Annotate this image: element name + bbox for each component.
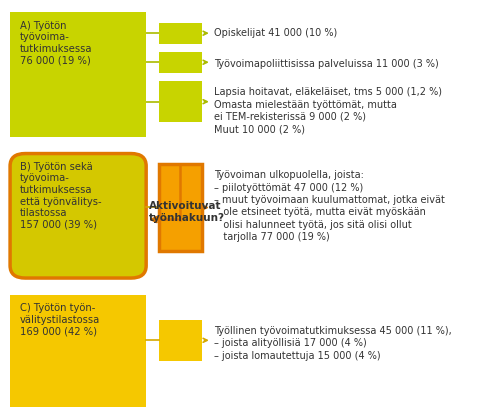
FancyBboxPatch shape bbox=[159, 81, 202, 122]
FancyBboxPatch shape bbox=[159, 23, 202, 44]
FancyBboxPatch shape bbox=[10, 12, 146, 137]
Text: Aktivoituvat
työnhakuun?: Aktivoituvat työnhakuun? bbox=[149, 201, 225, 223]
FancyBboxPatch shape bbox=[10, 295, 146, 407]
Text: Työvoiman ulkopuolella, joista:
– piilotyöttömät 47 000 (12 %)
– muut työvoimaan: Työvoiman ulkopuolella, joista: – piilot… bbox=[214, 170, 445, 242]
Text: Työvoimapoliittisissa palveluissa 11 000 (3 %): Työvoimapoliittisissa palveluissa 11 000… bbox=[214, 59, 439, 69]
FancyBboxPatch shape bbox=[10, 154, 146, 278]
FancyBboxPatch shape bbox=[159, 52, 202, 73]
FancyBboxPatch shape bbox=[159, 164, 202, 251]
Text: A) Työtön
työvoima-
tutkimuksessa
76 000 (19 %): A) Työtön työvoima- tutkimuksessa 76 000… bbox=[20, 21, 93, 66]
Text: Lapsia hoitavat, eläkeläiset, tms 5 000 (1,2 %)
Omasta mielestään työttömät, mut: Lapsia hoitavat, eläkeläiset, tms 5 000 … bbox=[214, 87, 442, 134]
Text: B) Työtön sekä
työvoima-
tutkimuksessa
että työnvälitys-
tilastossa
157 000 (39 : B) Työtön sekä työvoima- tutkimuksessa e… bbox=[20, 162, 102, 230]
FancyBboxPatch shape bbox=[159, 320, 202, 361]
Text: Työllinen työvoimatutkimuksessa 45 000 (11 %),
– joista alityöllisiä 17 000 (4 %: Työllinen työvoimatutkimuksessa 45 000 (… bbox=[214, 326, 452, 361]
Text: C) Työtön työn-
välitystilastossa
169 000 (42 %): C) Työtön työn- välitystilastossa 169 00… bbox=[20, 303, 100, 336]
Text: Opiskelijat 41 000 (10 %): Opiskelijat 41 000 (10 %) bbox=[214, 28, 338, 38]
